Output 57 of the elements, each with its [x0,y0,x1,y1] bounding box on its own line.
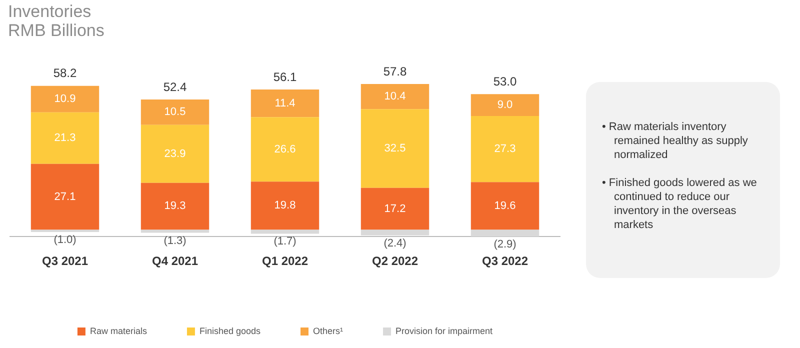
bar [30,164,100,230]
legend-label: Finished goods [199,326,262,336]
chart-subtitle: RMB Billions [8,21,104,40]
bar [470,94,540,116]
bar [140,124,210,183]
data-label: 19.8 [274,200,296,212]
legend-label: Raw materials [90,326,148,336]
bar [250,230,320,234]
bar [360,230,430,236]
x-tick-label: Q3 2021 [42,254,88,268]
text: • Raw materials inventory remained healthy as supply normalized [602,120,749,162]
data-label: 19.6 [494,200,516,212]
bar [250,117,320,182]
data-label: 9.0 [497,99,513,112]
text: • Finished goods lowered as we continued to reduce our inventory in the overseas markets [602,176,758,232]
data-label: 19.3 [164,200,186,212]
bar [140,99,210,125]
data-label: 21.3 [54,132,76,144]
bar [360,188,430,230]
bar [470,230,540,237]
data-label: (1.7) [274,236,296,248]
total-label: 53.0 [493,74,517,88]
bar [250,182,320,230]
data-label: 32.5 [384,142,406,155]
bar [30,112,100,164]
bar [470,182,540,230]
bar [470,116,540,182]
x-tick-label: Q1 2022 [262,254,308,268]
bar [360,109,430,188]
data-label: (2.9) [494,238,516,251]
total-label: 56.1 [273,70,297,84]
data-label: 10.9 [54,93,76,106]
data-label: 17.2 [384,202,406,215]
x-tick-label: Q4 2021 [152,254,198,268]
data-label: 27.3 [494,143,516,156]
total-label: 57.8 [383,64,407,78]
legend-label: Others¹ [313,326,344,336]
data-label: (1.0) [54,234,76,246]
data-label: (1.3) [164,234,186,247]
data-label: 23.9 [164,148,186,160]
x-tick-label: Q3 2022 [482,254,528,268]
bar [140,182,210,230]
bar [250,90,320,118]
data-label: (2.4) [384,237,406,250]
data-label: 27.1 [54,190,76,203]
data-label: 10.5 [164,106,186,118]
data-label: 26.6 [274,143,296,156]
bar [360,84,430,110]
legend-label: Provision for impairment [396,326,494,336]
total-label: 52.4 [163,80,187,94]
x-tick-label: Q2 2022 [372,254,418,268]
data-label: 11.4 [274,97,296,110]
chart-title: Inventories [8,2,92,21]
data-label: 10.4 [384,90,406,103]
bar [140,230,210,233]
total-label: 58.2 [53,66,77,80]
bar [30,86,100,112]
